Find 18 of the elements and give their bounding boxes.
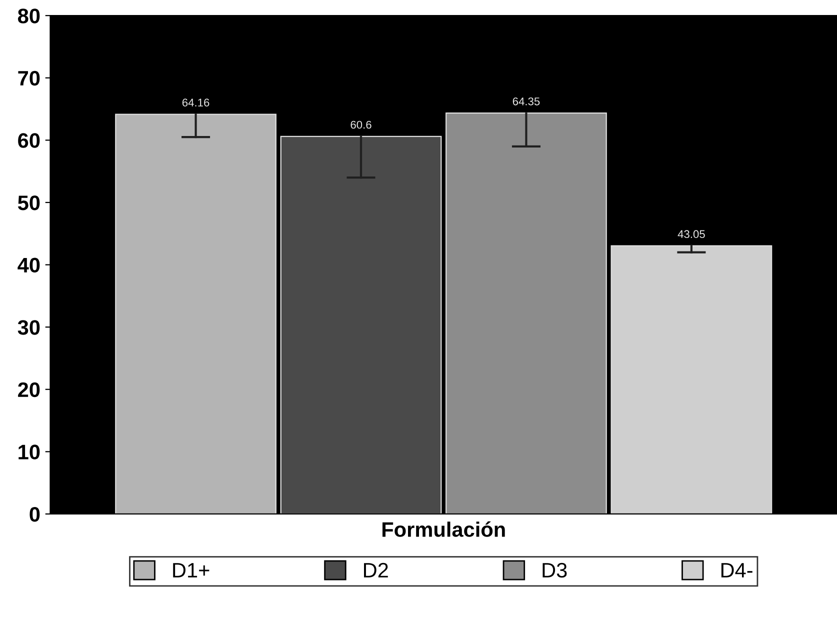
y-tick-label: 80	[18, 8, 40, 24]
legend-label: D3	[542, 562, 567, 578]
y-tick-label: 30	[18, 320, 40, 335]
y-tick-label: 50	[18, 195, 40, 210]
data-label: 64.16	[182, 98, 210, 107]
y-tick-label: 70	[18, 70, 40, 86]
data-label: 60.6	[350, 120, 372, 129]
y-tick-label: 0	[30, 506, 40, 522]
y-tick-label: 60	[18, 133, 40, 148]
data-label: 43.05	[678, 230, 705, 238]
data-label: 64.35	[512, 97, 540, 106]
y-tick-label: 40	[18, 258, 40, 273]
legend-label: D1+	[173, 563, 210, 578]
legend-label: D2	[364, 562, 388, 578]
legend-label: D4-	[721, 563, 752, 578]
y-tick-label: 10	[18, 444, 40, 460]
x-axis-title: Formulación	[382, 521, 505, 537]
y-tick-label: 20	[18, 382, 40, 398]
